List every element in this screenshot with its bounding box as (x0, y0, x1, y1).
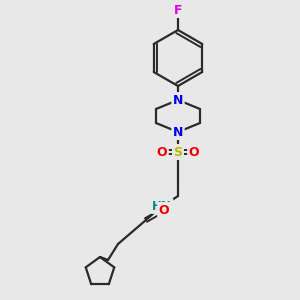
Text: HN: HN (152, 200, 172, 212)
Text: N: N (173, 94, 183, 106)
Text: O: O (189, 146, 199, 158)
Text: F: F (174, 4, 182, 16)
Text: S: S (173, 146, 182, 158)
Text: O: O (157, 146, 167, 158)
Text: N: N (173, 125, 183, 139)
Text: O: O (159, 203, 169, 217)
